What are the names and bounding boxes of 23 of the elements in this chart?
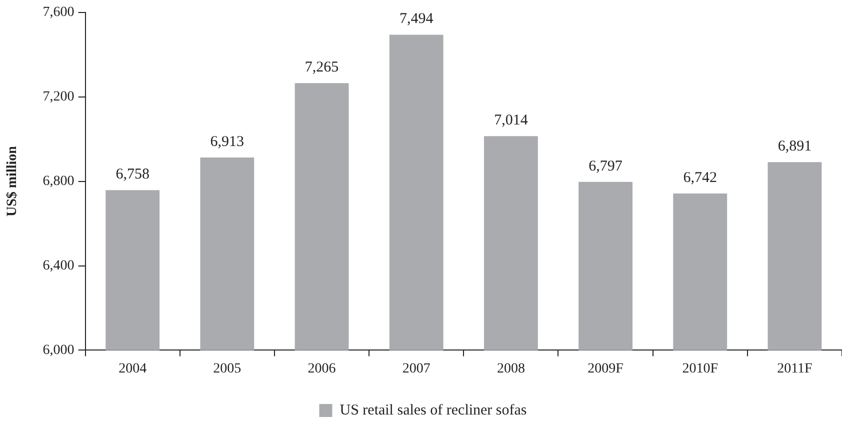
y-tick-label: 6,800 bbox=[42, 174, 74, 189]
data-label: 6,758 bbox=[116, 166, 150, 183]
x-tick-label: 2007 bbox=[402, 361, 430, 376]
x-tick-label: 2011F bbox=[777, 361, 813, 376]
x-tick-label: 2008 bbox=[496, 361, 525, 376]
data-label: 7,494 bbox=[399, 11, 434, 28]
data-label: 6,797 bbox=[588, 158, 623, 174]
x-tick-label: 2006 bbox=[308, 361, 336, 376]
x-tick-label: 2004 bbox=[118, 361, 147, 376]
data-label: 6,742 bbox=[683, 170, 717, 186]
x-tick-label: 2010F bbox=[682, 361, 718, 376]
y-tick-label: 7,200 bbox=[42, 90, 74, 105]
legend-label: US retail sales of recliner sofas bbox=[340, 402, 527, 418]
x-tick-label: 2009F bbox=[588, 361, 624, 376]
y-tick-label: 6,000 bbox=[42, 342, 74, 358]
y-tick-label: 6,400 bbox=[42, 258, 74, 274]
data-label: 6,913 bbox=[210, 134, 244, 150]
data-label: 7,265 bbox=[304, 60, 339, 76]
data-label: 6,891 bbox=[778, 138, 812, 155]
y-axis-title: US$ million bbox=[5, 146, 20, 217]
x-tick-label: 2005 bbox=[213, 361, 242, 376]
data-label: 7,014 bbox=[494, 112, 528, 129]
y-tick-label: 7,600 bbox=[42, 5, 74, 20]
